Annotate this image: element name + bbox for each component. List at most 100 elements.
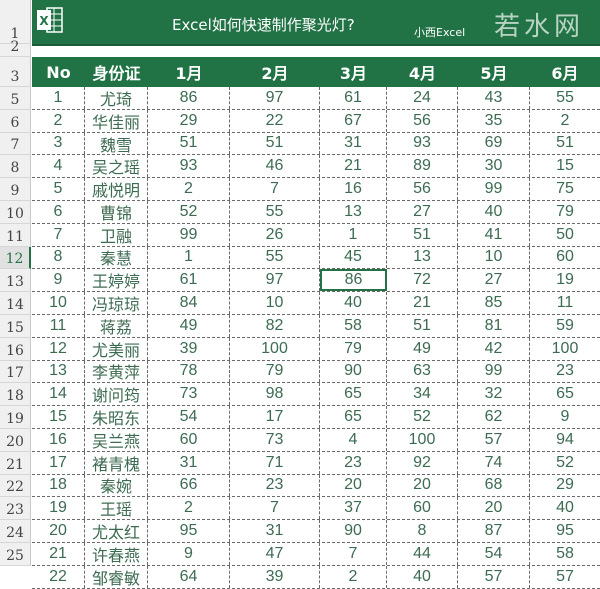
table-cell[interactable]: 2 [560,111,570,129]
table-cell[interactable]: 78 [148,360,230,383]
table-cell[interactable]: 1 [32,87,85,109]
table-cell[interactable]: 23 [230,474,320,497]
row-header[interactable]: 21 [0,451,31,475]
table-cell[interactable]: 90 [320,360,387,383]
row-header[interactable]: 13 [0,269,31,293]
table-cell[interactable]: 秦慧 [85,246,148,268]
table-cell[interactable]: 10 [230,292,320,314]
table-cell[interactable]: 50 [556,225,574,243]
table-cell[interactable]: 曹锦 [85,200,148,223]
table-cell[interactable]: 1 [320,223,387,246]
table-cell[interactable]: 23 [320,451,387,474]
table-cell[interactable]: 47 [230,542,320,565]
table-cell[interactable]: 56 [387,109,458,132]
row-header[interactable]: 11 [0,223,31,247]
table-cell[interactable]: 11 [556,294,574,312]
table-cell[interactable]: 75 [556,180,574,198]
table-cell[interactable]: 65 [320,383,387,406]
table-cell[interactable]: 18 [32,474,85,497]
table-cell[interactable]: 尤琦 [85,87,148,109]
table-cell[interactable]: 冯琼琼 [85,292,148,314]
row-header[interactable]: 7 [0,132,31,156]
table-cell[interactable]: 31 [230,520,320,542]
table-cell[interactable]: 84 [148,292,230,314]
table-cell[interactable]: 57 [458,428,530,451]
table-cell[interactable]: 62 [458,406,530,428]
table-cell[interactable]: 92 [387,451,458,474]
row-header[interactable]: 17 [0,360,31,384]
table-cell[interactable]: 褚青槐 [85,451,148,474]
table-cell[interactable]: 71 [230,451,320,474]
table-cell[interactable]: 61 [148,269,230,292]
table-cell[interactable]: 16 [32,428,85,451]
table-cell[interactable]: 97 [230,87,320,109]
table-cell[interactable]: 7 [230,178,320,200]
row-header[interactable]: 3 [0,57,31,87]
table-cell[interactable]: 29 [148,109,230,132]
table-cell[interactable]: 谢问筠 [85,383,148,405]
table-cell[interactable]: 21 [387,292,458,314]
table-cell[interactable]: 54 [458,542,530,565]
table-cell[interactable]: 9 [32,269,85,292]
table-cell[interactable]: 20 [32,520,85,542]
table-cell[interactable]: 52 [148,200,230,223]
row-header[interactable]: 22 [0,474,31,498]
table-cell[interactable]: 99 [458,360,530,383]
table-cell[interactable]: 93 [148,155,230,178]
table-cell[interactable]: 51 [387,223,458,246]
table-cell[interactable]: 67 [320,109,387,132]
table-cell[interactable]: 64 [148,565,230,588]
table-cell[interactable]: 95 [556,522,574,540]
table-cell[interactable]: 100 [551,339,579,357]
table-cell[interactable]: 30 [458,155,530,178]
table-cell[interactable]: 93 [387,132,458,155]
table-cell[interactable]: 57 [458,565,530,588]
row-header[interactable]: 10 [0,201,31,224]
row-header[interactable]: 12 [0,246,31,270]
row-header[interactable]: 1 [0,0,31,44]
table-cell[interactable]: 82 [230,314,320,337]
table-cell[interactable]: 51 [387,314,458,337]
table-cell[interactable]: 99 [148,223,230,246]
table-cell[interactable]: 吴兰燕 [85,428,148,451]
table-cell[interactable]: 40 [320,292,387,314]
table-cell[interactable]: 31 [320,132,387,155]
table-cell[interactable]: 华佳丽 [85,109,148,132]
table-cell[interactable]: 6 [32,200,85,223]
row-header[interactable]: 14 [0,292,31,315]
table-cell[interactable]: 秦婉 [85,474,148,496]
table-cell[interactable]: 王瑶 [85,497,148,519]
table-cell[interactable]: 21 [320,155,387,178]
table-cell[interactable]: 41 [458,223,530,246]
table-cell[interactable]: 39 [230,565,320,588]
table-cell[interactable]: 李黄萍 [85,360,148,382]
table-cell[interactable]: 2 [32,109,85,132]
row-header[interactable]: 19 [0,406,31,429]
table-cell[interactable]: 9 [560,408,570,426]
table-cell[interactable]: 68 [458,474,530,497]
table-cell[interactable]: 60 [148,428,230,451]
table-cell[interactable]: 戚悦明 [85,178,148,200]
table-cell[interactable]: 79 [556,202,574,220]
table-cell[interactable]: 朱昭东 [85,406,148,428]
table-cell[interactable]: 22 [230,109,320,132]
row-header[interactable]: 24 [0,520,31,543]
table-cell[interactable]: 17 [32,451,85,474]
table-cell[interactable]: 39 [148,337,230,360]
table-cell[interactable]: 61 [320,87,387,109]
table-cell[interactable]: 40 [387,565,458,588]
table-cell[interactable]: 86 [320,269,387,292]
table-cell[interactable]: 52 [387,406,458,428]
table-cell[interactable]: 15 [32,406,85,428]
table-cell[interactable]: 46 [230,155,320,178]
table-cell[interactable]: 55 [230,246,320,269]
table-cell[interactable]: 79 [230,360,320,383]
row-header[interactable]: 5 [0,87,31,110]
table-cell[interactable]: 40 [556,499,574,517]
table-cell[interactable]: 89 [387,155,458,178]
table-cell[interactable]: 65 [556,385,574,403]
table-cell[interactable]: 44 [387,542,458,565]
table-cell[interactable]: 29 [556,476,574,494]
table-cell[interactable]: 74 [458,451,530,474]
table-cell[interactable]: 15 [556,157,574,175]
